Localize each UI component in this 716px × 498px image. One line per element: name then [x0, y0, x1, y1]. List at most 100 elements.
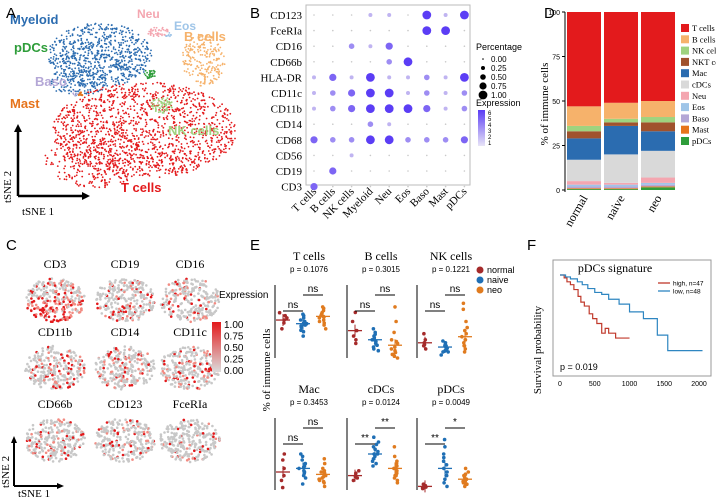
c-point	[55, 351, 58, 354]
tsne-point	[144, 118, 147, 121]
c-point	[207, 370, 211, 373]
tsne-point	[113, 52, 116, 55]
tsne-point	[137, 90, 139, 93]
c-point	[137, 318, 140, 321]
tsne-point	[87, 89, 89, 91]
tsne-point	[103, 33, 106, 36]
tsne-point	[189, 106, 192, 109]
c-point	[49, 448, 53, 452]
tsne-point	[218, 70, 221, 73]
c-point	[114, 279, 117, 282]
tsne-point	[218, 155, 221, 157]
tsne-point	[57, 142, 60, 145]
tsne-point	[62, 45, 65, 48]
dotplot-size-legend-label: 1.00	[491, 91, 507, 100]
c-point	[48, 295, 52, 299]
d-bar-segment	[567, 181, 601, 185]
cluster-label-nkcells: NK cells	[168, 123, 219, 138]
c-point	[60, 449, 63, 453]
tsne-point	[122, 180, 125, 183]
c-point	[200, 312, 204, 315]
tsne-point	[103, 84, 106, 87]
tsne-point	[148, 163, 150, 166]
c-point	[66, 318, 69, 321]
tsne-point	[163, 82, 166, 85]
tsne-point	[157, 35, 160, 38]
tsne-point	[151, 72, 154, 75]
tsne-point	[141, 64, 144, 66]
tsne-point	[61, 48, 64, 51]
tsne-point	[96, 129, 99, 132]
tsne-point	[72, 114, 75, 117]
c-point	[180, 358, 184, 362]
tsne-point	[70, 120, 73, 123]
tsne-point	[192, 169, 195, 171]
c-point	[58, 287, 62, 291]
tsne-point	[210, 141, 213, 143]
c-point	[34, 379, 38, 383]
tsne-point	[126, 78, 129, 81]
d-bar-segment	[641, 177, 675, 183]
dotplot-dot	[329, 167, 337, 175]
c-point	[43, 440, 46, 444]
tsne-point	[161, 109, 164, 111]
tsne-point	[93, 90, 95, 93]
tsne-point	[63, 140, 66, 143]
c-point	[56, 426, 59, 429]
tsne-point	[110, 66, 112, 68]
tsne-point	[217, 106, 219, 109]
dotplot-dot	[424, 74, 430, 81]
tsne-point	[116, 77, 118, 80]
tsne-point	[161, 26, 164, 29]
c-point	[120, 281, 124, 285]
tsne-point	[192, 70, 195, 73]
tsne-point	[138, 174, 141, 177]
tsne-point	[193, 128, 196, 131]
tsne-point	[133, 127, 136, 130]
c-point	[171, 371, 175, 375]
tsne-point	[150, 49, 152, 52]
tsne-point	[118, 59, 120, 62]
tsne-point	[203, 82, 206, 85]
tsne-point	[167, 129, 170, 132]
tsne-point	[116, 53, 119, 56]
tsne-point	[173, 94, 176, 97]
tsne-point	[170, 114, 173, 117]
tsne-point	[87, 28, 90, 31]
c-point	[103, 360, 106, 364]
tsne-point	[99, 25, 102, 28]
tsne-point	[83, 162, 86, 165]
tsne-point	[91, 120, 94, 123]
dotplot-dot	[348, 137, 355, 143]
tsne-point	[193, 120, 196, 122]
tsne-point	[98, 163, 101, 165]
tsne-point	[121, 167, 123, 170]
tsne-point	[143, 89, 146, 92]
c-point	[101, 381, 104, 384]
tsne-point	[210, 42, 212, 44]
d-legend-label: T cells	[692, 23, 715, 33]
tsne-point	[114, 162, 116, 164]
tsne-point	[203, 157, 206, 160]
c-point	[179, 302, 183, 306]
tsne-point	[59, 113, 62, 115]
tsne-point	[205, 134, 207, 137]
tsne-point	[156, 105, 159, 108]
tsne-point	[80, 123, 82, 125]
c-point	[208, 372, 212, 376]
tsne-point	[204, 47, 206, 49]
c-point	[65, 428, 69, 432]
c-point	[70, 355, 73, 358]
tsne-point	[173, 124, 176, 127]
c-point	[123, 306, 126, 310]
tsne-point	[124, 35, 127, 38]
tsne-point	[124, 96, 127, 99]
tsne-point	[177, 148, 180, 151]
tsne-point	[83, 79, 85, 82]
tsne-point	[151, 166, 153, 169]
c-point	[182, 364, 186, 368]
c-point	[34, 303, 38, 307]
c-point	[148, 377, 152, 381]
tsne-point	[92, 73, 95, 76]
tsne-point	[79, 153, 82, 156]
